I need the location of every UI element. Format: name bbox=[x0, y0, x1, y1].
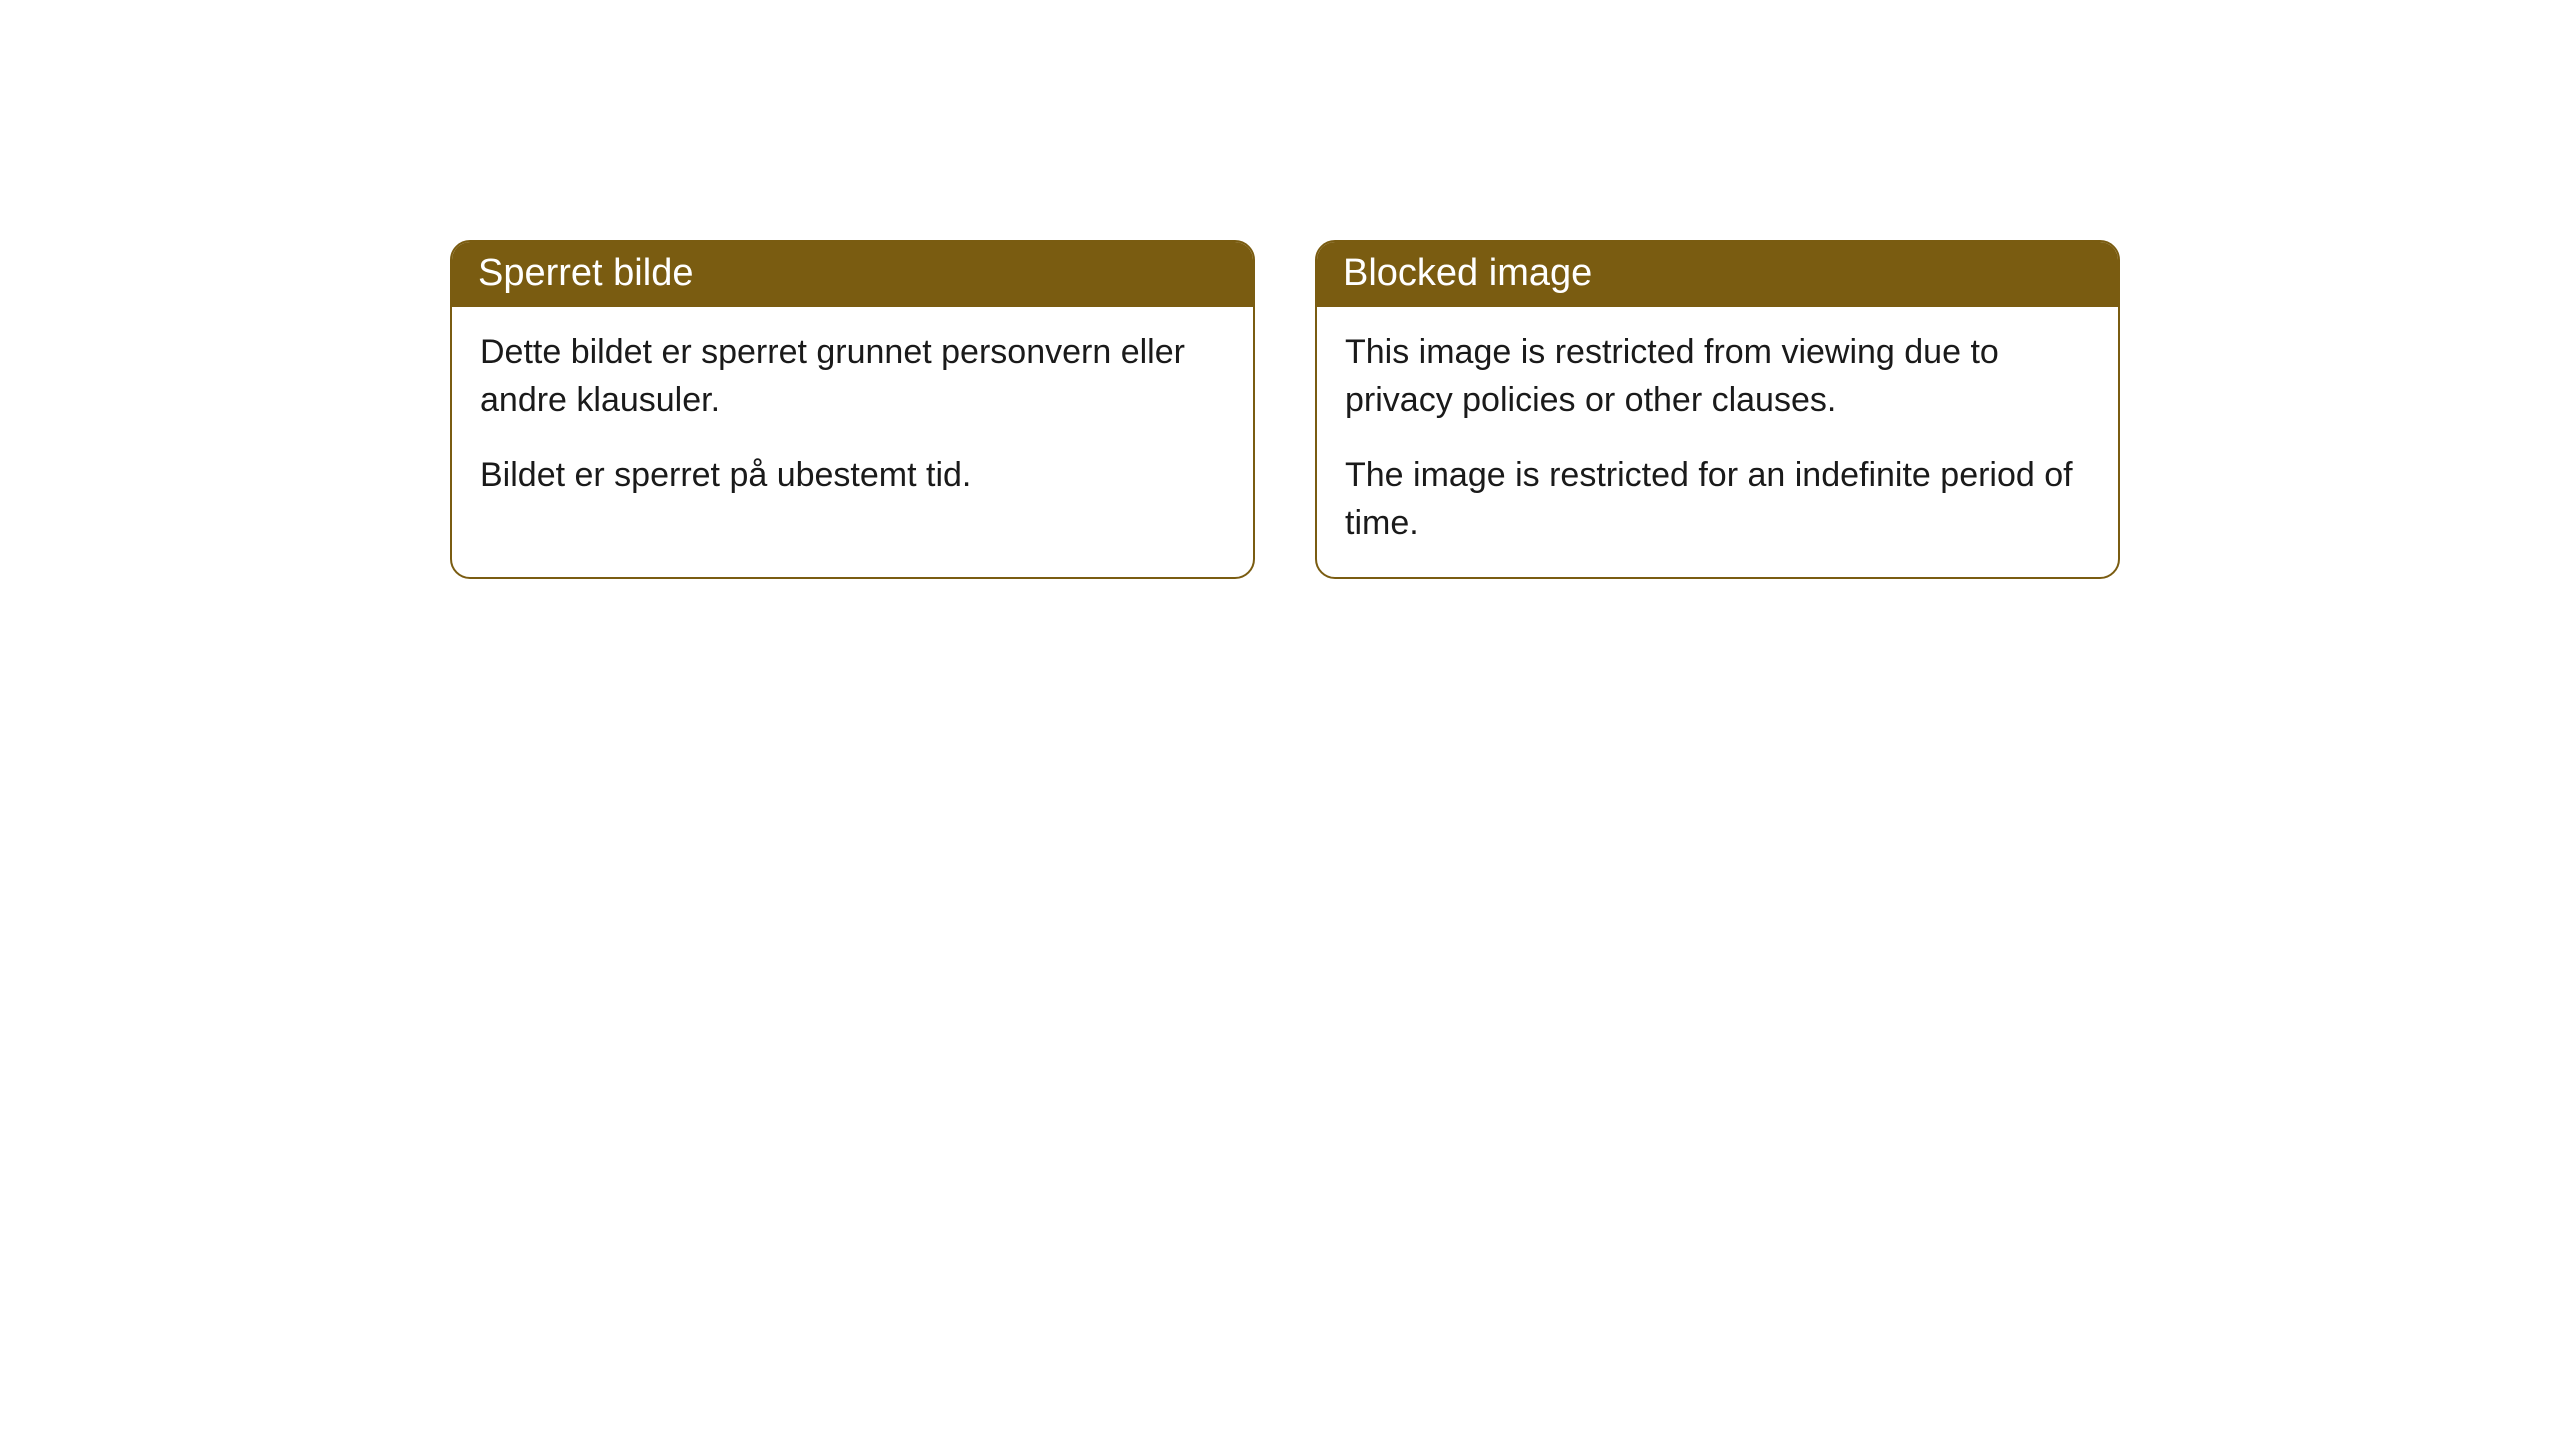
card-title: Blocked image bbox=[1343, 252, 1592, 294]
card-body: Dette bildet er sperret grunnet personve… bbox=[452, 307, 1253, 530]
card-header: Blocked image bbox=[1317, 242, 2118, 307]
card-title: Sperret bilde bbox=[478, 252, 693, 294]
blocked-image-card-english: Blocked image This image is restricted f… bbox=[1315, 240, 2120, 579]
blocked-image-card-norwegian: Sperret bilde Dette bildet er sperret gr… bbox=[450, 240, 1255, 579]
card-paragraph: This image is restricted from viewing du… bbox=[1345, 329, 2090, 424]
card-paragraph: The image is restricted for an indefinit… bbox=[1345, 452, 2090, 547]
notice-container: Sperret bilde Dette bildet er sperret gr… bbox=[450, 240, 2120, 579]
card-paragraph: Dette bildet er sperret grunnet personve… bbox=[480, 329, 1225, 424]
card-body: This image is restricted from viewing du… bbox=[1317, 307, 2118, 577]
card-paragraph: Bildet er sperret på ubestemt tid. bbox=[480, 452, 1225, 500]
card-header: Sperret bilde bbox=[452, 242, 1253, 307]
